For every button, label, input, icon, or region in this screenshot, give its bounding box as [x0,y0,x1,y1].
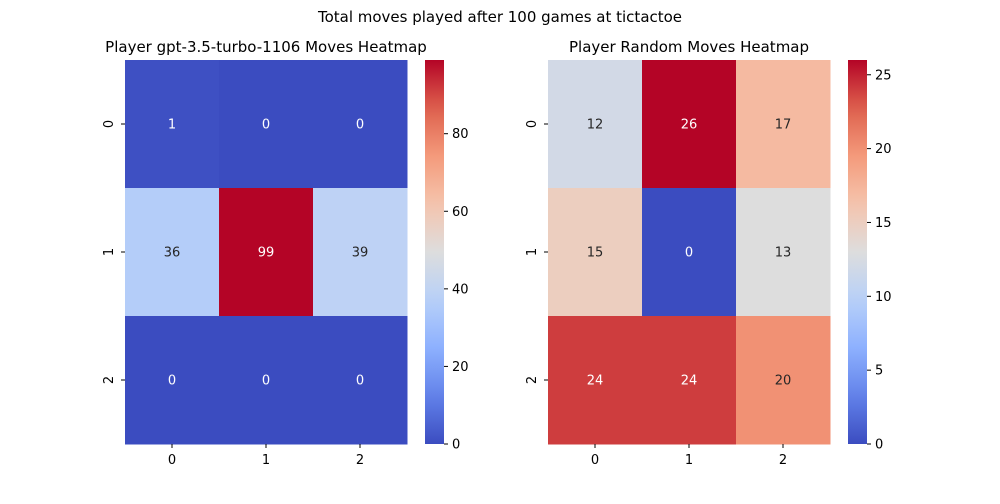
heatmap-cell [313,188,408,317]
y-tick-label: 0 [102,120,117,128]
heatmap-cell-label: 24 [681,374,698,389]
colorbar [425,60,444,444]
colorbar-tick-label: 25 [875,68,892,83]
heatmap-cell-label: 0 [168,374,176,389]
heatmap-cell [219,60,314,189]
heatmap-cell [642,316,737,445]
heatmap-cell [736,188,831,317]
heatmap-cell-label: 24 [587,374,604,389]
heatmap-cell [313,316,408,445]
heatmap-cell [642,60,737,189]
heatmap-cell [219,188,314,317]
colorbar-tick-label: 20 [452,360,469,375]
heatmap-cell-label: 0 [356,374,364,389]
y-tick-label: 2 [525,376,540,384]
heatmap-cell [125,188,220,317]
y-tick-label: 1 [525,248,540,256]
heatmap-cell-label: 0 [262,374,270,389]
colorbar-tick-label: 80 [452,127,469,142]
heatmap-cell [125,60,220,189]
colorbar-tick-label: 5 [875,364,883,379]
heatmap-cell-label: 39 [352,246,369,261]
heatmap-cell-label: 0 [356,118,364,133]
x-tick-label: 0 [168,453,176,468]
x-tick-label: 1 [685,453,693,468]
y-tick-label: 0 [525,120,540,128]
heatmap-cell [313,60,408,189]
colorbar-tick-label: 0 [452,438,460,453]
heatmap-cell-label: 0 [685,246,693,261]
x-tick-label: 0 [591,453,599,468]
heatmap-cell-label: 13 [775,246,792,261]
heatmap-cell [548,60,643,189]
heatmap-title: Player gpt-3.5-turbo-1106 Moves Heatmap [105,38,427,56]
heatmap-cell [736,316,831,445]
colorbar-tick-label: 10 [875,290,892,305]
heatmap-title: Player Random Moves Heatmap [569,38,809,56]
heatmap-cell-label: 20 [775,374,792,389]
colorbar [848,60,867,444]
figure-suptitle: Total moves played after 100 games at ti… [317,8,682,26]
colorbar-tick-label: 20 [875,142,892,157]
x-tick-label: 2 [779,453,787,468]
colorbar-tick-label: 15 [875,216,892,231]
heatmap-cell [548,188,643,317]
y-tick-label: 2 [102,376,117,384]
heatmap-cell-label: 36 [164,246,181,261]
heatmap-cell-label: 17 [775,118,792,133]
heatmap-cell [736,60,831,189]
heatmap-cell [125,316,220,445]
heatmap-cell-label: 99 [258,246,275,261]
heatmap-cell [548,316,643,445]
colorbar-tick-label: 0 [875,438,883,453]
heatmap-cell [219,316,314,445]
x-tick-label: 2 [356,453,364,468]
heatmap-cell [642,188,737,317]
colorbar-tick-label: 40 [452,282,469,297]
heatmap-cell-label: 12 [587,118,604,133]
heatmap-cell-label: 26 [681,118,698,133]
heatmap-cell-label: 1 [168,118,176,133]
heatmap-cell-label: 0 [262,118,270,133]
y-tick-label: 1 [102,248,117,256]
heatmap-panels: Player gpt-3.5-turbo-1106 Moves Heatmap 1… [102,38,892,468]
heatmap-cell-label: 15 [587,246,604,261]
x-tick-label: 1 [262,453,270,468]
colorbar-tick-label: 60 [452,205,469,220]
heatmap-panel-0: Player gpt-3.5-turbo-1106 Moves Heatmap 1… [102,38,469,468]
